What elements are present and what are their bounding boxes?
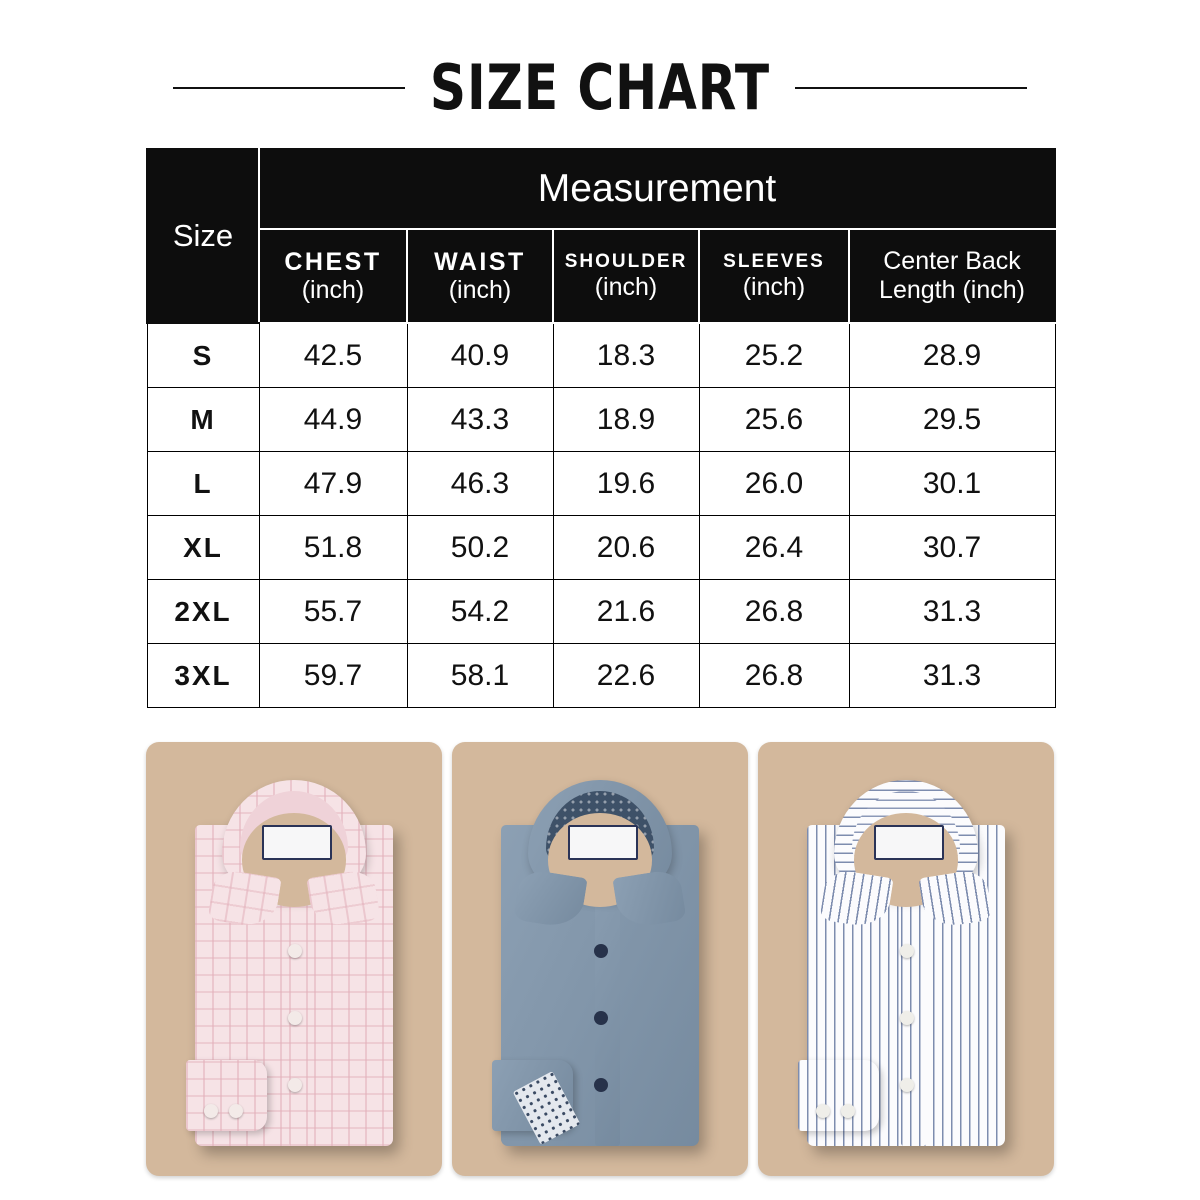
cell-chest: 59.7 [258,643,408,708]
cell-shoulder: 20.6 [552,515,700,580]
cell-size: 2XL [146,579,260,644]
shirt-cuff-button [228,1103,243,1118]
cell-sleeves: 26.8 [698,579,850,644]
shirt-illustration-pinstripe [794,772,1019,1146]
cell-center-back-length: 29.5 [848,387,1056,452]
cell-chest: 47.9 [258,451,408,516]
cell-size: M [146,387,260,452]
product-gallery [146,742,1054,1176]
shirt-brand-label [874,824,944,861]
cell-center-back-length: 30.1 [848,451,1056,516]
table-row: XL 51.8 50.2 20.6 26.4 30.7 [146,515,1056,580]
column-header-waist-unit: (inch) [448,276,512,304]
shirt-illustration-pink [182,772,407,1146]
cell-chest: 44.9 [258,387,408,452]
title-rule-right [794,87,1027,89]
cell-chest: 51.8 [258,515,408,580]
column-header-chest-label: CHEST [284,248,382,276]
shirt-brand-label [568,824,638,861]
table-row: L 47.9 46.3 19.6 26.0 30.1 [146,451,1056,516]
column-header-shoulder-label: SHOULDER [564,251,688,273]
shirt-cuff [798,1059,879,1131]
shirt-button [594,1078,609,1093]
shirt-button [594,1011,609,1026]
cell-chest: 42.5 [258,322,408,388]
shirt-cuff-button [816,1103,830,1118]
column-header-size: Size [146,148,260,324]
table-head: Size Measurement CHEST (inch) WAIST (inc… [146,148,1057,324]
shirt-cuff [186,1059,267,1131]
column-header-center-back-label: Center Back [883,246,1021,275]
table-head-row-group: Size Measurement [146,148,1057,324]
shirt-button [288,944,303,959]
column-header-measurement: Measurement [257,148,1057,230]
column-header-waist-label: WAIST [434,248,526,276]
shirt-button [288,1078,303,1093]
shirt-cuff-button [204,1103,218,1118]
cell-waist: 58.1 [406,643,554,708]
page-title: SIZE CHART [429,51,771,124]
cell-sleeves: 26.0 [698,451,850,516]
shirt-button [288,1011,303,1026]
cell-waist: 40.9 [406,322,554,388]
cell-shoulder: 22.6 [552,643,700,708]
cell-sleeves: 25.6 [698,387,850,452]
cell-center-back-length: 30.7 [848,515,1056,580]
column-header-sleeves-unit: (inch) [742,272,806,301]
table-row: M 44.9 43.3 18.9 25.6 29.5 [146,387,1056,452]
cell-center-back-length: 31.3 [848,643,1056,708]
column-header-sleeves-label: SLEEVES [723,251,825,273]
shirt-button [594,944,609,959]
cell-size: L [146,451,260,516]
cell-size: S [146,323,260,388]
cell-center-back-length: 28.9 [848,322,1056,388]
title-rule-left [173,87,406,89]
product-card-white-pinstripe-shirt[interactable] [758,742,1054,1176]
table-row: S 42.5 40.9 18.3 25.2 28.9 [146,322,1056,388]
cell-sleeves: 26.8 [698,643,850,708]
column-header-shoulder: SHOULDER (inch) [552,228,700,324]
shirt-button [900,1078,915,1093]
product-card-slate-blue-shirt[interactable] [452,742,748,1176]
column-header-center-back-length: Center Back Length (inch) [847,228,1057,324]
shirt-button [900,1011,915,1026]
column-header-sleeves: SLEEVES (inch) [698,228,850,324]
cell-size: 3XL [146,643,260,708]
cell-center-back-length: 31.3 [848,579,1056,644]
table-row: 3XL 59.7 58.1 22.6 26.8 31.3 [146,643,1056,708]
size-chart-table: Size Measurement CHEST (inch) WAIST (inc… [146,148,1057,708]
column-header-shoulder-unit: (inch) [594,272,658,301]
column-header-waist: WAIST (inch) [406,228,554,324]
product-card-pink-checked-shirt[interactable] [146,742,442,1176]
table-head-row-columns: CHEST (inch) WAIST (inch) SHOULDER (inch… [147,228,1057,324]
cell-shoulder: 18.3 [552,322,700,388]
column-header-chest: CHEST (inch) [258,228,408,324]
cell-shoulder: 21.6 [552,579,700,644]
table-row: 2XL 55.7 54.2 21.6 26.8 31.3 [146,579,1056,644]
cell-shoulder: 18.9 [552,387,700,452]
column-header-center-back-unit: Length (inch) [879,276,1025,304]
table-body: S 42.5 40.9 18.3 25.2 28.9 M 44.9 43.3 1… [146,322,1056,708]
cell-waist: 54.2 [406,579,554,644]
cell-waist: 46.3 [406,451,554,516]
page-title-block: SIZE CHART [0,52,1200,124]
cell-sleeves: 25.2 [698,322,850,388]
shirt-button [900,944,915,959]
cell-chest: 55.7 [258,579,408,644]
shirt-brand-label [262,824,332,861]
column-header-chest-unit: (inch) [301,276,365,304]
cell-sleeves: 26.4 [698,515,850,580]
cell-waist: 43.3 [406,387,554,452]
cell-shoulder: 19.6 [552,451,700,516]
shirt-cuff-button [840,1103,855,1118]
cell-size: XL [146,515,260,580]
cell-waist: 50.2 [406,515,554,580]
shirt-illustration-blue [488,772,713,1146]
